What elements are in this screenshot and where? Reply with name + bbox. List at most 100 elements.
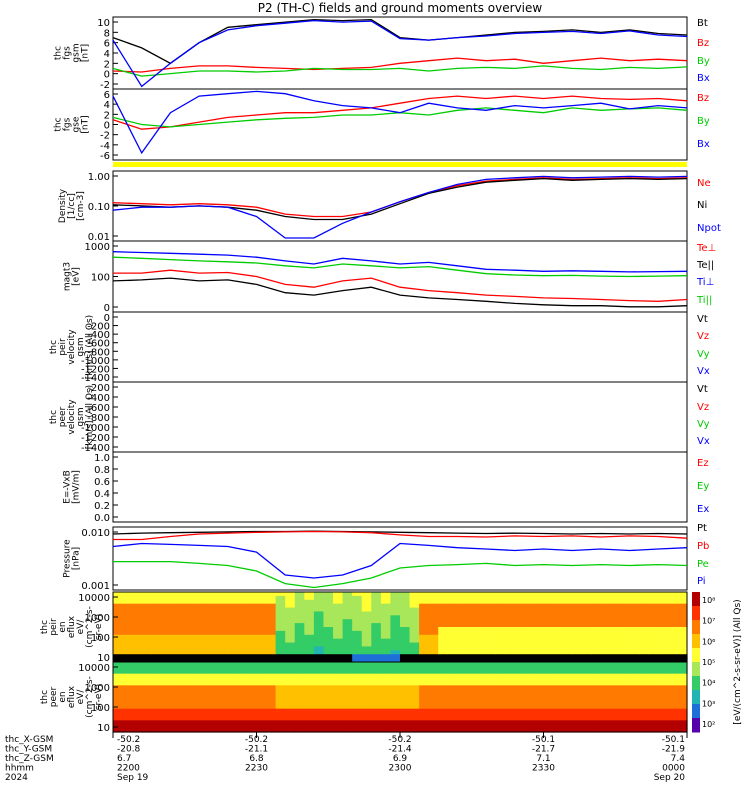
- spectrogram-cell: [524, 665, 535, 671]
- spectrogram-cell: [591, 611, 602, 616]
- spectrogram-cell: [208, 627, 219, 632]
- spectrogram-cell: [275, 654, 286, 659]
- spectrogram-cell: [380, 619, 392, 624]
- spectrogram-cell: [160, 615, 171, 620]
- spectrogram-cell: [447, 658, 458, 663]
- spectrogram-cell: [639, 630, 650, 636]
- spectrogram-cell: [132, 607, 143, 613]
- spectrogram-cell: [409, 665, 420, 671]
- spectrogram-cell: [505, 685, 516, 690]
- spectrogram-cell: [208, 615, 219, 620]
- spectrogram-cell: [514, 693, 525, 698]
- spectrogram-cell: [591, 630, 602, 636]
- spectrogram-cell: [447, 650, 458, 655]
- spectrogram-cell: [629, 665, 640, 671]
- spectrogram-cell: [266, 720, 277, 725]
- spectrogram-cell: [495, 642, 506, 648]
- spectrogram-cell: [610, 720, 621, 725]
- spectrogram-cell: [371, 700, 382, 706]
- spectrogram-cell: [581, 630, 592, 636]
- y-axis-label-line: velocity: [67, 329, 77, 365]
- spectrogram-cell: [591, 700, 602, 706]
- spectrogram-cell: [304, 728, 315, 733]
- spectrogram-cell: [514, 638, 525, 644]
- spectrogram-cell: [486, 685, 497, 690]
- spectrogram-cell: [486, 689, 497, 694]
- spectrogram-cell: [275, 646, 286, 651]
- spectrogram-cell: [189, 627, 200, 632]
- spectrogram-cell: [113, 697, 124, 702]
- spectrogram-cell: [275, 630, 286, 636]
- spectrogram-cell: [409, 720, 420, 725]
- spectrogram-cell: [600, 724, 612, 729]
- spectrogram-cell: [141, 720, 152, 725]
- spectrogram-cell: [380, 592, 392, 597]
- y-tick-label: 10000: [78, 593, 110, 604]
- spectrogram-cell: [648, 677, 659, 683]
- spectrogram-cell: [304, 669, 315, 675]
- spectrogram-cell: [160, 603, 171, 609]
- spectrogram-cell: [237, 592, 248, 597]
- spectrogram-cell: [380, 623, 392, 628]
- spectrogram-cell: [256, 712, 267, 718]
- spectrogram-cell: [648, 623, 659, 628]
- spectrogram-cell: [141, 611, 152, 616]
- spectrogram-cell: [246, 627, 258, 632]
- spectrogram-cell: [179, 607, 191, 613]
- spectrogram-cell: [285, 665, 296, 671]
- spectrogram-cell: [639, 697, 650, 702]
- spectrogram-cell: [275, 689, 286, 694]
- y-axis-label-line: velocity: [67, 399, 77, 435]
- spectrogram-cell: [304, 673, 315, 679]
- spectrogram-cell: [400, 677, 411, 683]
- spectrogram-cell: [151, 619, 162, 624]
- spectrogram-cell: [620, 681, 631, 686]
- spectrogram-cell: [333, 665, 344, 671]
- spectrogram-cell: [495, 685, 506, 690]
- spectrogram-cell: [466, 623, 478, 628]
- y-tick-label: -4: [100, 141, 110, 152]
- spectrogram-cell: [639, 716, 650, 721]
- spectrogram-cell: [352, 658, 363, 663]
- spectrogram-cell: [533, 700, 545, 706]
- spectrogram-cell: [591, 650, 602, 655]
- spectrogram-cell: [390, 630, 401, 636]
- spectrogram-cell: [610, 677, 621, 683]
- spectrogram-cell: [543, 634, 554, 640]
- spectrogram-cell: [447, 642, 458, 648]
- spectrogram-cell: [648, 697, 659, 702]
- spectrogram-cell: [285, 611, 296, 616]
- spectrogram-cell: [419, 724, 430, 729]
- spectrogram-cell: [495, 595, 506, 601]
- spectrogram-cell: [620, 634, 631, 640]
- spectrogram-cell: [122, 724, 133, 729]
- spectrogram-cell: [629, 619, 640, 624]
- spectrogram-cell: [419, 708, 430, 714]
- spectrogram-cell: [380, 607, 392, 613]
- spectrogram-cell: [400, 724, 411, 729]
- spectrogram-cell: [514, 654, 525, 659]
- spectrogram-cell: [677, 681, 688, 686]
- spectrogram-cell: [572, 716, 583, 721]
- spectrogram-cell: [218, 619, 229, 624]
- spectrogram-cell: [677, 685, 688, 690]
- spectrogram-cell: [505, 712, 516, 718]
- spectrogram-cell: [285, 592, 296, 597]
- spectrogram-cell: [266, 689, 277, 694]
- spectrogram-cell: [294, 712, 305, 718]
- spectrogram-cell: [677, 728, 688, 733]
- spectrogram-cell: [170, 689, 181, 694]
- spectrogram-cell: [189, 623, 200, 628]
- y-tick-label: -400: [87, 330, 110, 341]
- spectrogram-cell: [409, 673, 420, 679]
- spectrogram-cell: [371, 704, 382, 710]
- spectrogram-cell: [486, 724, 497, 729]
- spectrogram-cell: [419, 646, 430, 651]
- spectrogram-cell: [113, 681, 124, 686]
- spectrogram-cell: [639, 619, 650, 624]
- spectrogram-cell: [677, 708, 688, 714]
- spectrogram-cell: [667, 665, 679, 671]
- spectrogram-cell: [553, 669, 564, 675]
- spectrogram-cell: [218, 685, 229, 690]
- spectrogram-cell: [486, 662, 497, 667]
